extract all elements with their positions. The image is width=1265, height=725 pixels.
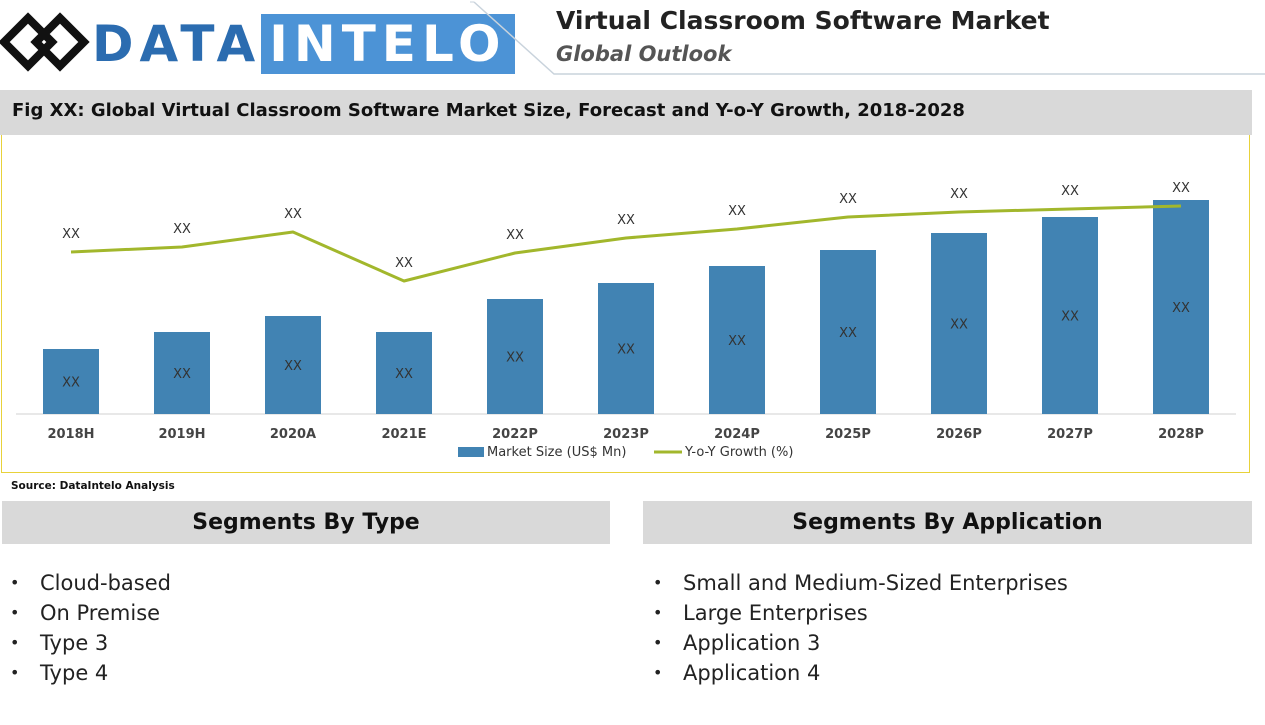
bar-data-label: XX [284,359,302,374]
bar-data-label: XX [395,367,413,382]
x-tick-label: 2019H [158,427,205,442]
x-tick-label: 2027P [1047,427,1093,442]
bullet-icon: • [653,633,663,652]
bar [265,316,321,414]
bullet-icon: • [10,573,20,592]
segment-application-label: Application 4 [683,661,821,685]
x-tick-label: 2022P [492,427,538,442]
bar-data-label: XX [1061,310,1079,325]
list-item: • Type 4 [10,658,171,688]
segment-type-label: Type 4 [40,661,109,685]
bar [487,299,543,414]
source-note: Source: DataIntelo Analysis [11,480,175,492]
line-data-label: XX [173,222,191,237]
bar-labels: XX XX XX XX XX XX XX XX XX XX XX [62,301,1190,391]
bar-data-label: XX [617,343,635,358]
list-item: • On Premise [10,598,171,628]
growth-line [70,204,1182,283]
line-data-label: XX [617,213,635,228]
bar-data-label: XX [728,334,746,349]
datainelo-logo-icon [0,12,90,72]
logo: DATA INTELO [92,14,515,74]
bar [154,332,210,414]
x-tick-label: 2018H [47,427,94,442]
bar [376,332,432,414]
line-data-label: XX [839,192,857,207]
x-tick-label: 2023P [603,427,649,442]
bullet-icon: • [653,573,663,592]
chart-frame [1,135,1250,473]
segment-application-label: Application 3 [683,631,821,655]
bar-data-label: XX [62,376,80,391]
x-tick-label: 2020A [270,427,316,442]
logo-text-intelo: INTELO [261,14,515,74]
segments-by-application-list: • Small and Medium-Sized Enterprises • Lar… [653,568,1068,688]
segments-by-type-list: • Cloud-based • On Premise • Type 3 • Type 4 [10,568,171,688]
line-data-label: XX [728,204,746,219]
legend-label-growth: Y-o-Y Growth (%) [684,445,793,460]
legend-swatch-market-size [458,447,484,457]
bar [43,349,99,414]
header-divider [470,1,1265,75]
x-tick-labels: 2018H 2019H 2020A 2021E 2022P 2023P 2024P 2025P… [47,427,1203,442]
chart-legend: Market Size (US$ Mn) Y-o-Y Growth (%) [458,445,793,460]
segment-type-label: On Premise [40,601,161,625]
x-tick-label: 2024P [714,427,760,442]
bar-data-label: XX [950,318,968,333]
line-data-label: XX [1061,184,1079,199]
line-series [70,204,1182,283]
bar [931,233,987,414]
bar-data-label: XX [173,367,191,382]
segments-by-type-heading: Segments By Type [2,501,610,544]
line-labels: XX XX XX XX XX XX XX XX XX XX XX [62,181,1190,271]
x-tick-label: 2028P [1158,427,1204,442]
bar-data-label: XX [839,326,857,341]
x-tick-label: 2026P [936,427,982,442]
segments-by-application-heading: Segments By Application [643,501,1252,544]
list-item: • Type 3 [10,628,171,658]
page-title: Virtual Classroom Software Market [556,6,1050,35]
bar [1042,217,1098,414]
figure-title-bar [0,90,1252,135]
list-item: • Large Enterprises [653,598,1068,628]
x-tick-label: 2021E [381,427,426,442]
line-data-label: XX [284,207,302,222]
segment-type-label: Type 3 [40,631,109,655]
list-item: • Cloud-based [10,568,171,598]
bar [709,266,765,414]
segment-application-label: Small and Medium-Sized Enterprises [683,571,1068,595]
segment-type-label: Cloud-based [40,571,171,595]
bar-data-label: XX [1172,301,1190,316]
line-data-label: XX [1172,181,1190,196]
bar [1153,200,1209,414]
line-data-label: XX [506,228,524,243]
segment-application-label: Large Enterprises [683,601,868,625]
list-item: • Application 3 [653,628,1068,658]
bar-series [43,200,1209,414]
bullet-icon: • [10,633,20,652]
list-item: • Application 4 [653,658,1068,688]
legend-label-market-size: Market Size (US$ Mn) [487,445,626,460]
page-subtitle: Global Outlook [556,42,732,66]
bullet-icon: • [10,663,20,682]
bar [820,250,876,414]
bar [598,283,654,414]
line-data-label: XX [395,256,413,271]
bullet-icon: • [653,663,663,682]
bar-data-label: XX [506,351,524,366]
list-item: • Small and Medium-Sized Enterprises [653,568,1068,598]
logo-text-data: DATA [92,15,262,73]
x-tick-label: 2025P [825,427,871,442]
line-data-label: XX [950,187,968,202]
bullet-icon: • [10,603,20,622]
line-data-label: XX [62,227,80,242]
figure-title: Fig XX: Global Virtual Classroom Softwar… [12,100,965,121]
bullet-icon: • [653,603,663,622]
